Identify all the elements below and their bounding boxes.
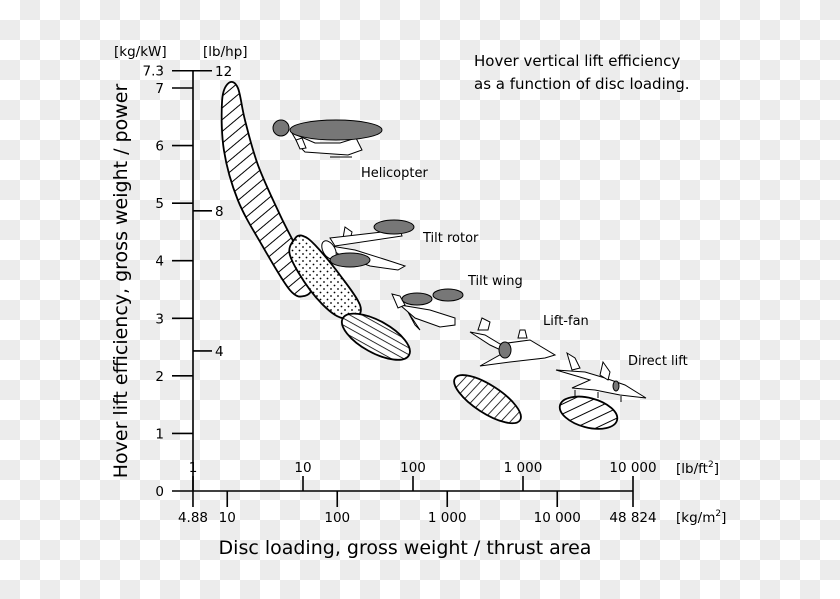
y-left-tick-label: 6 [155,139,164,155]
region-lift-fan [453,374,522,425]
y-left-tick-label: 4 [155,254,164,270]
x-bottom-tick-label: 48 824 [609,510,656,526]
region-direct-lift [558,395,619,430]
x-top-unit: [lb/ft2] [676,460,719,477]
x-top-tick-label: 10 [294,460,311,476]
y-right-tick-label: 4 [215,344,224,360]
direct-lift-label: Direct lift [628,354,688,369]
region-helicopter [220,81,314,298]
y-right-unit: [lb/hp] [203,44,248,60]
tilt-rotor-icon [321,219,415,271]
chart-title-line-2: as a function of disc loading. [474,75,690,93]
helicopter-icon [272,119,383,158]
y-left-tick-label: 5 [155,196,164,212]
y-left-tick-label: 7 [155,81,164,97]
y-left-tick-label: 0 [155,484,164,500]
y-left-tick-label: 1 [155,426,164,442]
x-axis-title: Disc loading, gross weight / thrust area [219,537,592,559]
chart-title-line-1: Hover vertical lift efficiency [474,52,680,70]
x-bottom-tick-label: 10 [219,510,236,526]
x-bottom-tick-label: 4.88 [178,510,208,526]
x-bottom-tick-label: 1 000 [428,510,467,526]
y-axis-title: Hover lift efficiency, gross weight / po… [110,84,132,479]
x-top-tick-label: 100 [400,460,426,476]
y-left-tick-label: 7.3 [143,64,164,80]
x-bottom-tick-label: 10 000 [534,510,581,526]
x-top-tick-label: 10 000 [609,460,656,476]
y-left-tick-label: 2 [155,369,164,385]
y-right-tick-label: 8 [215,204,224,220]
region-tilt-wing [340,312,411,361]
x-bottom-unit: [kg/m2] [676,509,726,526]
helicopter-label: Helicopter [361,166,428,181]
x-top-tick-label: 1 000 [504,460,543,476]
lift-fan-label: Lift-fan [543,314,589,329]
x-bottom-tick-label: 100 [324,510,350,526]
tilt-rotor-label: Tilt rotor [422,231,479,246]
tilt-wing-label: Tilt wing [467,274,523,289]
y-left-unit: [kg/kW] [114,44,167,60]
tilt-wing-icon [391,288,464,331]
x-top-tick-label: 1 [189,460,198,476]
y-left-tick-label: 3 [155,311,164,327]
y-right-tick-label: 12 [215,64,232,80]
lift-fan-icon [469,317,557,367]
direct-lift-icon [555,351,647,402]
